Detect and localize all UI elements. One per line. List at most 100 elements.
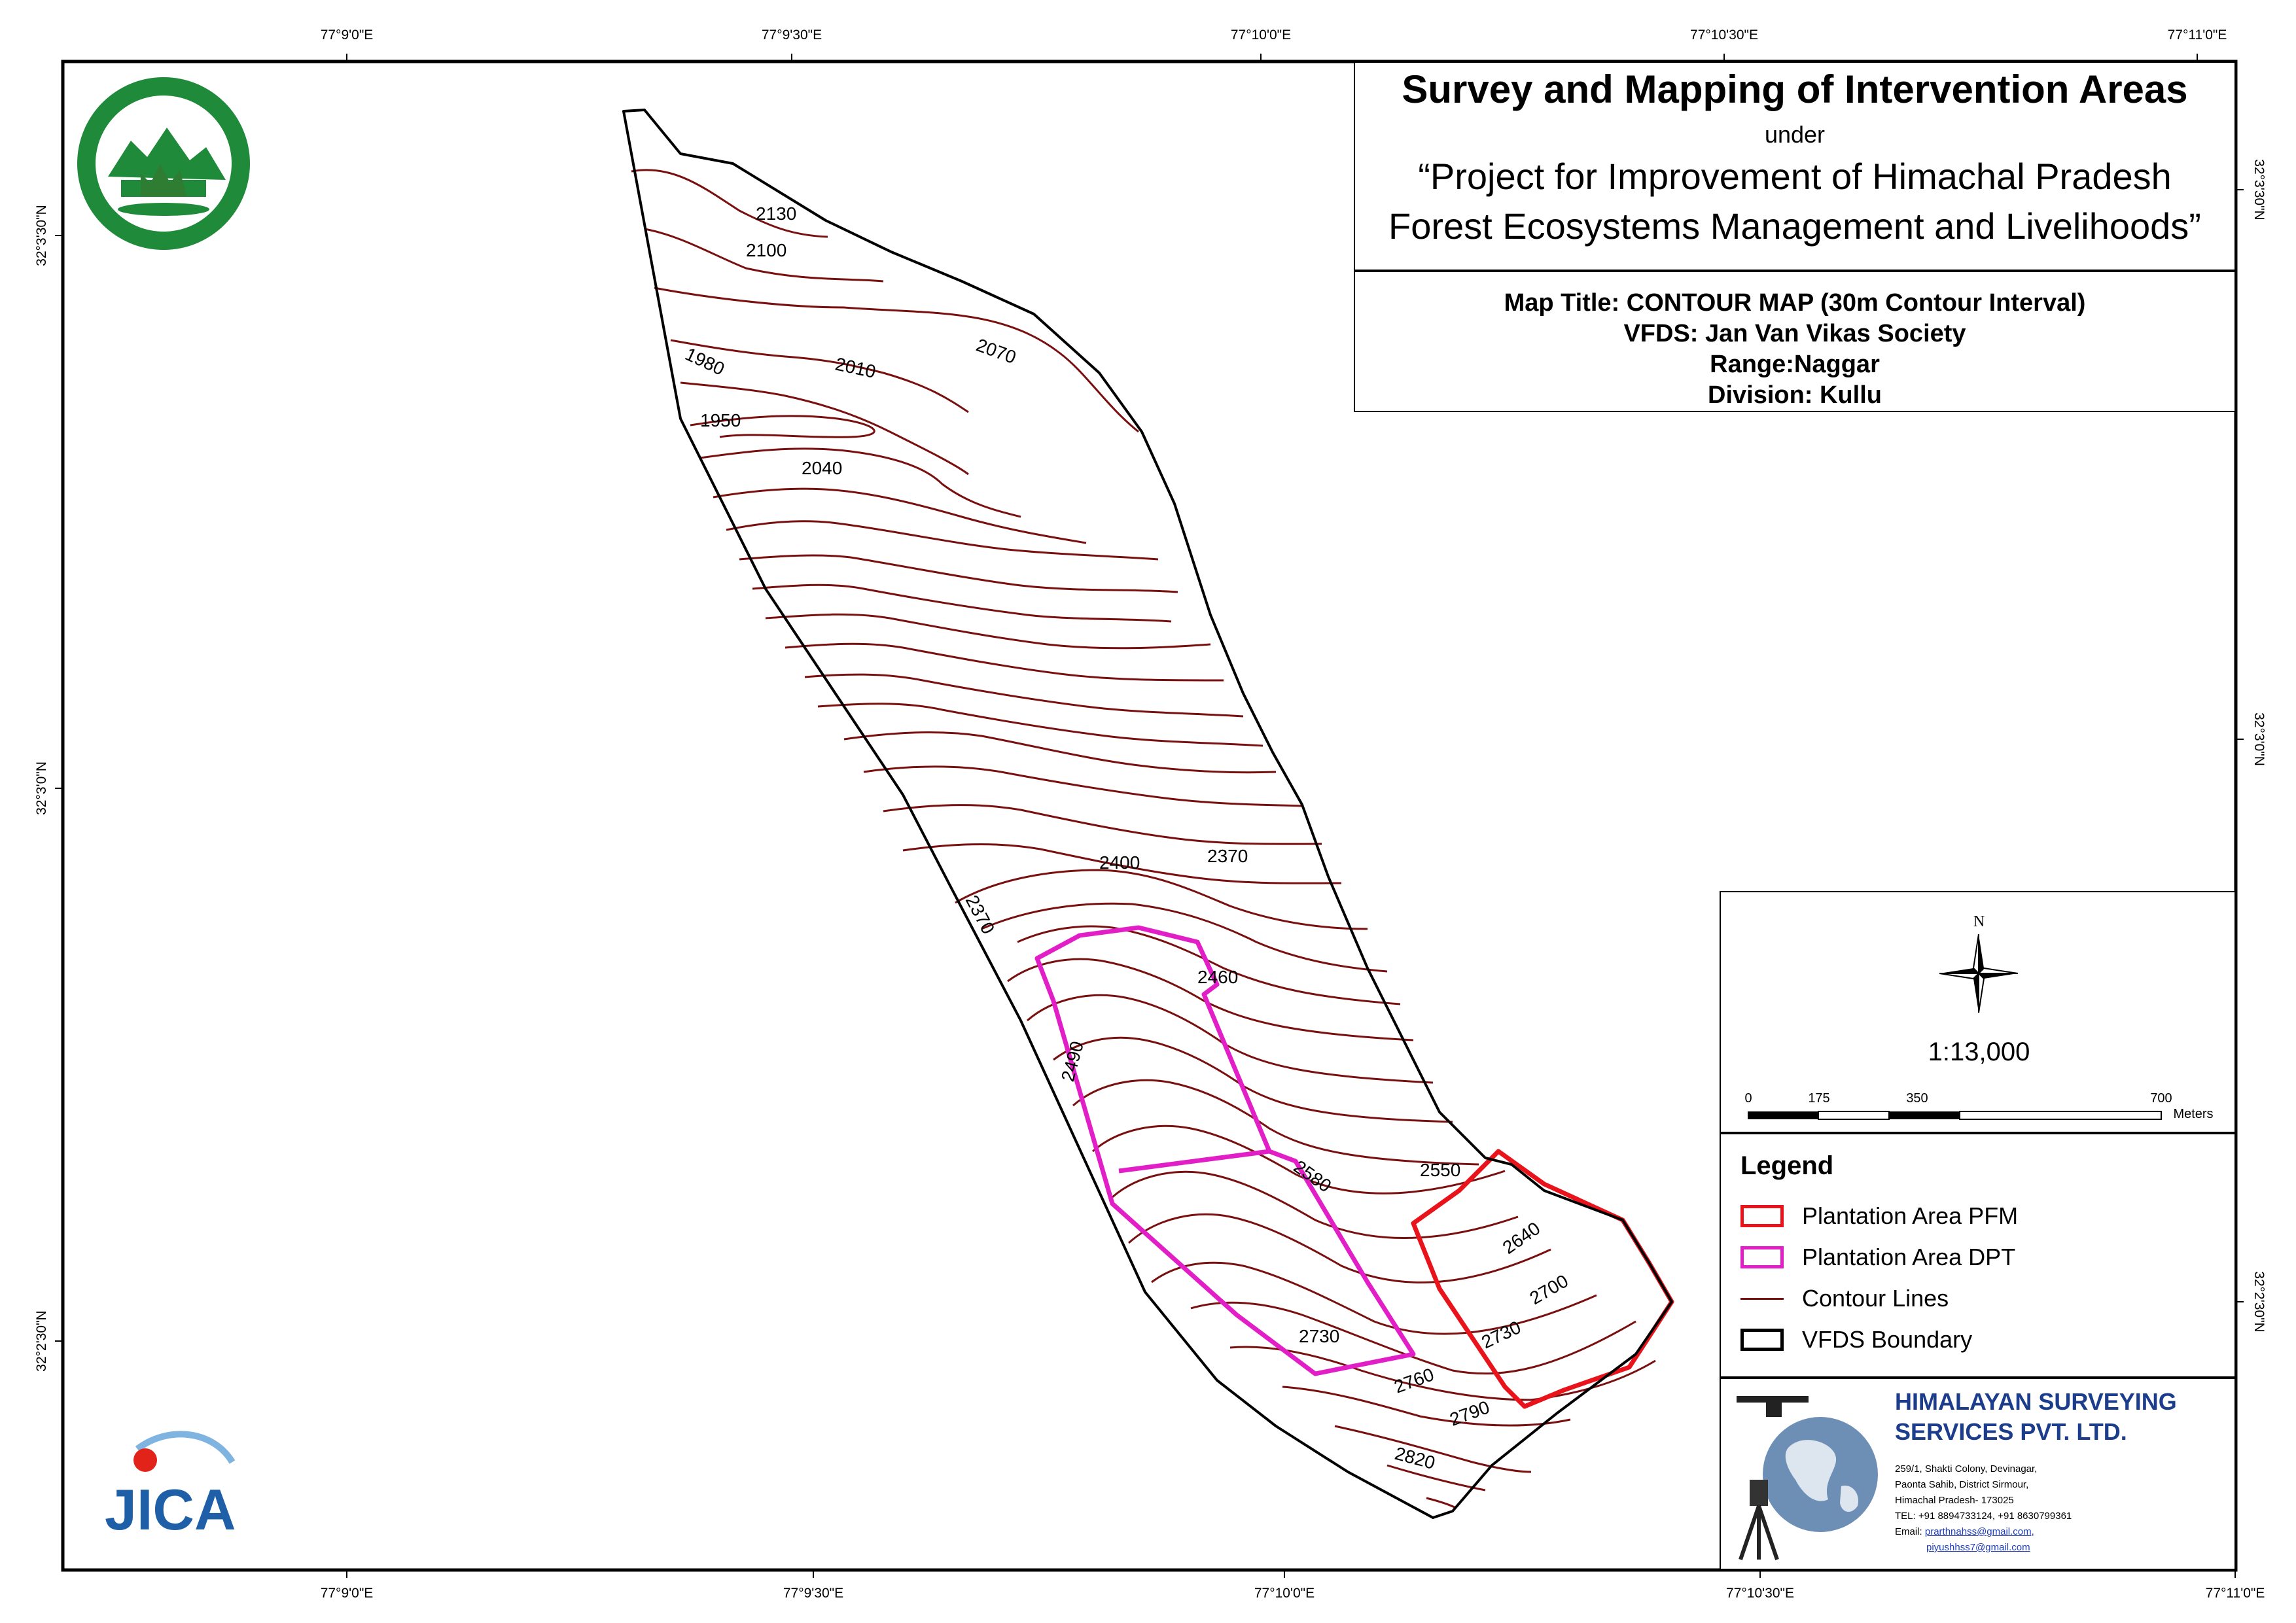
contour-label: 2760 — [1391, 1364, 1436, 1397]
contour-label: 2490 — [1057, 1039, 1087, 1083]
legend-swatch-dpt — [1740, 1246, 1784, 1268]
contour-label: 2370 — [1207, 846, 1248, 866]
phone-line: TEL: +91 8894733124, +91 8630799361 — [1895, 1510, 2072, 1522]
lon-top-5: 77°11'0"E — [2168, 27, 2227, 43]
contour-line — [713, 487, 1087, 544]
lon-top-1: 77°9'0"E — [321, 27, 374, 43]
contour-line — [752, 584, 1172, 623]
contour-line — [1426, 1497, 1457, 1509]
contour-label: 1950 — [700, 410, 741, 430]
contour-line — [883, 804, 1322, 845]
contour-line — [690, 415, 875, 438]
legend-item-pfm: Plantation Area PFM — [1740, 1200, 2018, 1232]
email-link-2[interactable]: piyushhss7@gmail.com — [1926, 1542, 2030, 1553]
contour-line — [654, 287, 1139, 433]
contour-line — [1112, 1170, 1519, 1239]
contour-line — [1128, 1213, 1551, 1283]
jica-logo-text: JICA — [105, 1477, 236, 1542]
contour-line — [1151, 1261, 1597, 1335]
legend-item-contour: Contour Lines — [1740, 1282, 1949, 1315]
lon-bottom-5: 77°11'0"E — [2206, 1586, 2265, 1601]
legend-label-pfm: Plantation Area PFM — [1802, 1202, 2019, 1229]
scale-tick-0: 0 — [1744, 1091, 1752, 1106]
contour-label: 2040 — [802, 458, 842, 478]
contour-label: 2100 — [746, 240, 786, 260]
range-line: Range:Naggar — [1710, 351, 1880, 378]
scale-tick-350: 350 — [1906, 1091, 1928, 1106]
north-label: N — [1973, 913, 1985, 930]
contour-line — [765, 613, 1211, 650]
contour-line — [1092, 1125, 1506, 1195]
map-subtitle-under: under — [1764, 121, 1826, 148]
address-line1: 259/1, Shakti Colony, Devinagar, — [1895, 1463, 2038, 1475]
contour-label: 2130 — [756, 203, 796, 224]
map-main-title: Survey and Mapping of Intervention Areas — [1402, 67, 2188, 111]
division-line: Division: Kullu — [1708, 381, 1882, 409]
project-name-line1: “Project for Improvement of Himachal Pra… — [1418, 156, 2172, 197]
company-name-line2: SERVICES PVT. LTD. — [1895, 1418, 2127, 1445]
contour-label: 2460 — [1197, 967, 1238, 987]
company-address: 259/1, Shakti Colony, Devinagar, Paonta … — [1895, 1461, 2072, 1556]
map-title-line: Map Title: CONTOUR MAP (30m Contour Inte… — [1504, 289, 2086, 317]
lat-left-3: 32°2'30"N — [34, 1310, 49, 1371]
contour-line — [1017, 925, 1401, 1005]
contour-line — [785, 642, 1224, 682]
lat-right-2: 32°3'0"N — [2252, 712, 2267, 766]
legend-label-boundary: VFDS Boundary — [1802, 1326, 1973, 1353]
scale-unit: Meters — [2173, 1107, 2214, 1121]
contour-label: 2550 — [1420, 1160, 1460, 1180]
lat-left-2: 32°3'0"N — [34, 761, 49, 815]
contour-line — [670, 339, 969, 413]
legend-label-dpt: Plantation Area DPT — [1802, 1244, 2016, 1270]
graticule-ticks — [55, 54, 2244, 1578]
contour-line — [1334, 1425, 1532, 1473]
contour-label: 2730 — [1478, 1317, 1524, 1352]
contour-line — [1386, 1464, 1486, 1492]
contour-line — [726, 520, 1159, 561]
legend-item-boundary: VFDS Boundary — [1740, 1323, 1972, 1356]
email-line: Email: prarthnahss@gmail.com, — [1895, 1524, 2072, 1540]
scale-ratio: 1:13,000 — [1928, 1038, 2030, 1066]
contour-line — [817, 703, 1263, 747]
contour-label: 2010 — [834, 354, 877, 382]
contour-line — [902, 843, 1342, 884]
contour-line — [739, 554, 1178, 593]
jica-logo: JICA — [105, 1431, 236, 1542]
plantation-dpt-divider — [1118, 1149, 1270, 1174]
vfds-boundary — [622, 109, 1673, 1519]
contour-line — [1053, 1036, 1453, 1123]
lat-right-3: 32°2'30"N — [2252, 1271, 2267, 1332]
contour-label: 2400 — [1099, 852, 1140, 873]
scale-tick-175: 175 — [1808, 1091, 1830, 1106]
address-line3: Himachal Pradesh- 173025 — [1895, 1495, 2014, 1506]
company-panel: HIMALAYAN SURVEYING SERVICES PVT. LTD. 2… — [1720, 1378, 2236, 1570]
contour-line — [843, 731, 1277, 774]
legend-title: Legend — [1740, 1151, 1834, 1180]
plantation-dpt-polygon — [1034, 925, 1416, 1376]
contour-line — [1190, 1301, 1636, 1375]
contour-label: 2070 — [974, 335, 1019, 368]
contour-line — [1072, 1079, 1479, 1166]
forest-dept-logo — [77, 77, 250, 250]
vfds-line: VFDS: Jan Van Vikas Society — [1623, 320, 1966, 347]
company-name-line1: HIMALAYAN SURVEYING — [1895, 1388, 2177, 1415]
legend-swatch-pfm — [1740, 1205, 1784, 1227]
contour-label: 2730 — [1299, 1326, 1339, 1346]
lon-bottom-3: 77°10'0"E — [1254, 1586, 1315, 1601]
lon-top-4: 77°10'30"E — [1690, 27, 1758, 43]
contour-line — [863, 765, 1303, 807]
contour-line — [1007, 958, 1414, 1041]
contour-line — [680, 381, 969, 476]
north-scale-panel: N 1:13,000 0 175 350 700 Meters — [1720, 891, 2236, 1133]
contour-label: 2370 — [962, 892, 999, 937]
email-line-2: piyushhss7@gmail.com — [1895, 1540, 2072, 1556]
title-panel: Survey and Mapping of Intervention Areas… — [1354, 61, 2236, 271]
scale-bar — [1748, 1111, 2162, 1120]
legend-item-dpt: Plantation Area DPT — [1740, 1241, 2015, 1274]
legend-swatch-boundary — [1740, 1329, 1784, 1351]
lon-bottom-1: 77°9'0"E — [321, 1586, 374, 1601]
contour-line — [804, 673, 1244, 718]
email-link-1[interactable]: prarthnahss@gmail.com, — [1924, 1526, 2034, 1537]
contour-label: 2640 — [1499, 1218, 1544, 1258]
